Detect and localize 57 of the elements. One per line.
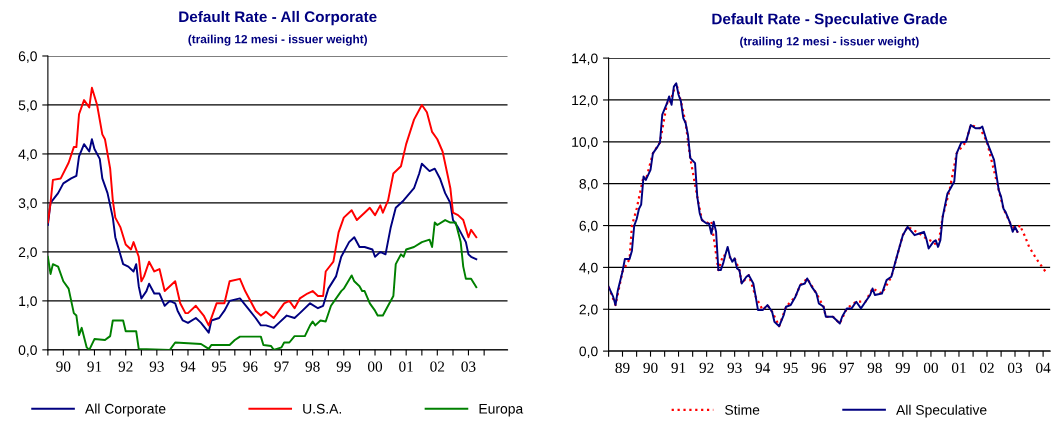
y-tick-label: 4,0	[579, 262, 598, 275]
x-tick-label: 98	[305, 361, 320, 372]
y-tick-label: 8,0	[579, 179, 598, 191]
y-tick-label: 0,0	[18, 345, 37, 357]
x-tick-label: 98	[867, 362, 882, 373]
x-tick-label: 02	[430, 361, 445, 372]
x-tick-label: 93	[727, 362, 742, 373]
y-tick-label: 2,0	[579, 304, 598, 317]
y-tick-label: 6,0	[579, 220, 598, 233]
chart-title: Default Rate - All Corporate	[179, 10, 377, 26]
x-tick-label: 03	[461, 361, 476, 372]
x-tick-label: 94	[755, 362, 771, 373]
x-tick-label: 96	[243, 361, 258, 372]
line-series	[47, 219, 478, 350]
chart-title: Default Rate - Speculative Grade	[712, 13, 947, 28]
x-tick-label: 99	[895, 362, 910, 373]
x-tick-label: 92	[118, 361, 133, 372]
y-tick-label: 0,0	[579, 346, 598, 358]
y-tick-label: 1,0	[19, 296, 37, 308]
x-tick-label: 02	[979, 362, 994, 373]
chart-subtitle: (trailing 12 mesi - issuer weight)	[188, 34, 367, 46]
y-tick-label: 2,0	[18, 247, 37, 259]
x-tick-label: 95	[211, 361, 227, 372]
x-tick-label: 92	[699, 362, 714, 373]
legend-label: U.S.A.	[303, 403, 342, 414]
x-tick-label: 93	[149, 361, 164, 372]
x-tick-label: 01	[399, 361, 413, 372]
x-tick-label: 90	[56, 361, 71, 372]
y-tick-label: 6,0	[18, 51, 37, 63]
y-tick-label: 3,0	[18, 198, 37, 210]
x-tick-label: 03	[1007, 362, 1023, 373]
x-tick-label: 90	[643, 362, 658, 373]
x-tick-label: 94	[180, 361, 196, 372]
line-series	[47, 86, 478, 327]
legend-label: Europa	[479, 404, 524, 417]
x-tick-label: 95	[783, 362, 798, 373]
x-tick-label: 00	[367, 361, 383, 372]
x-tick-label: 00	[923, 362, 939, 373]
x-tick-label: 89	[615, 362, 630, 373]
chart-subtitle: (trailing 12 mesi - issuer weight)	[740, 36, 919, 48]
y-tick-label: 12,0	[572, 95, 598, 107]
legend-label: Stime	[725, 404, 760, 415]
y-tick-label: 4,0	[18, 149, 37, 161]
x-tick-label: 91	[671, 362, 686, 373]
x-tick-label: 91	[87, 361, 102, 372]
line-series	[47, 138, 478, 334]
y-tick-label: 14,0	[572, 53, 598, 65]
legend-label: All Speculative	[896, 404, 987, 418]
x-tick-label: 97	[839, 362, 855, 373]
x-tick-label: 97	[274, 361, 289, 372]
y-tick-label: 10,0	[572, 137, 598, 149]
x-tick-label: 99	[336, 361, 351, 372]
x-tick-label: 04	[1036, 362, 1051, 373]
y-tick-label: 5,0	[18, 100, 37, 112]
x-tick-label: 01	[951, 362, 966, 373]
x-tick-label: 96	[811, 362, 826, 373]
legend-label: All Corporate	[85, 403, 166, 417]
